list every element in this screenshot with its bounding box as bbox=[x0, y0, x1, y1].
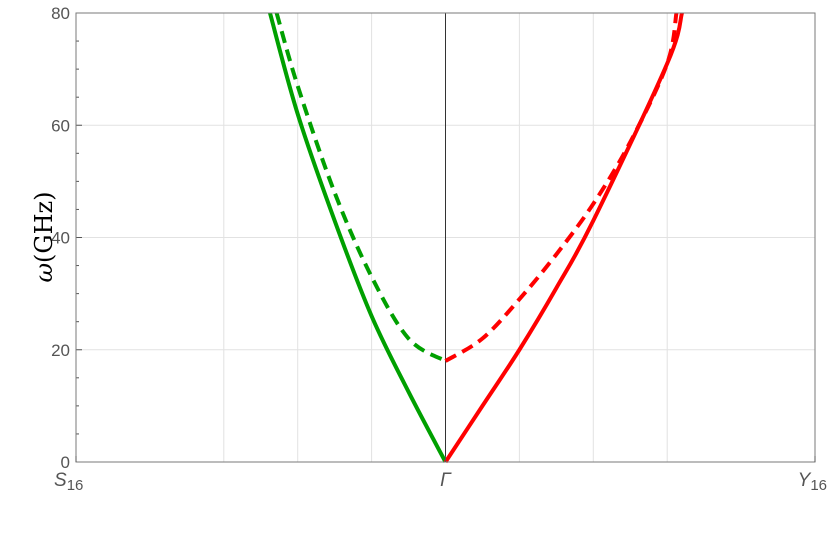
grid-layer bbox=[76, 13, 815, 462]
series-line-1 bbox=[274, 12, 447, 363]
y-tick-label-1: 20 bbox=[51, 341, 70, 360]
x-tick-label-2: Y16 bbox=[798, 470, 827, 494]
x-tick-label-0: S16 bbox=[54, 470, 83, 494]
y-axis-label: ω(GHz) bbox=[30, 191, 58, 282]
y-tick-label-3: 60 bbox=[51, 116, 70, 135]
series-line-3 bbox=[444, 12, 679, 363]
x-tick-label-1: Γ bbox=[440, 470, 452, 491]
series-layer bbox=[268, 12, 684, 464]
y-tick-label-0: 0 bbox=[61, 453, 70, 472]
y-tick-label-2: 40 bbox=[51, 229, 70, 248]
y-tick-label-4: 80 bbox=[51, 4, 70, 23]
axes-layer: 0 20 40 60 80 S16 Γ Y16 bbox=[51, 4, 827, 494]
series-line-0 bbox=[268, 12, 448, 463]
